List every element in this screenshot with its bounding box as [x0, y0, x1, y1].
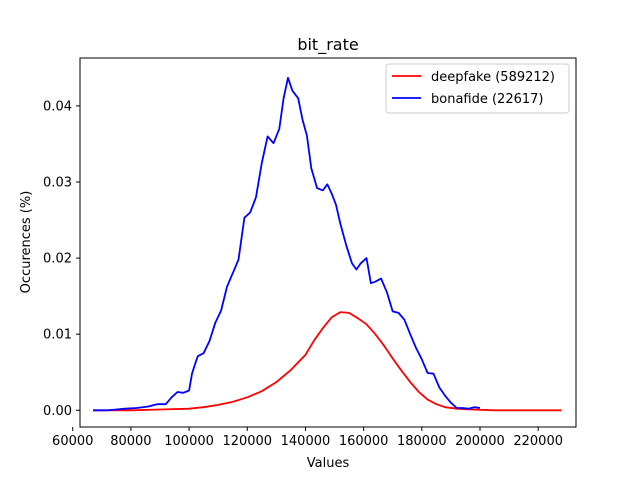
x-tick-label: 60000 — [52, 434, 93, 449]
legend: deepfake (589212) bonafide (22617) — [385, 63, 570, 114]
axis-ticks: 60000 80000 100000 120000 140000 160000 180000… — [43, 99, 563, 449]
chart-title: bit_rate — [297, 35, 358, 55]
x-tick-label: 140000 — [281, 434, 331, 449]
x-tick-label: 100000 — [164, 434, 214, 449]
x-tick-label: 180000 — [397, 434, 447, 449]
axes-frame — [79, 57, 577, 428]
plot-area — [93, 76, 562, 412]
x-tick-label: 120000 — [222, 434, 272, 449]
y-tick-label: 0.01 — [43, 328, 72, 343]
series-line-bonafide — [93, 76, 481, 412]
y-tick-label: 0.03 — [43, 176, 72, 191]
legend-label-bonafide: bonafide (22617) — [431, 92, 543, 107]
y-tick-label: 0.02 — [43, 252, 72, 267]
x-tick-label: 220000 — [513, 434, 563, 449]
x-tick-label: 80000 — [110, 434, 151, 449]
y-tick-label: 0.04 — [43, 99, 72, 114]
legend-label-deepfake: deepfake (589212) — [431, 70, 555, 85]
y-axis-label: Occurences (%) — [19, 191, 34, 294]
x-tick-label: 160000 — [339, 434, 389, 449]
y-tick-label: 0.00 — [43, 404, 72, 419]
legend-box — [385, 63, 570, 114]
x-tick-label: 200000 — [455, 434, 505, 449]
series-line-deepfake — [93, 311, 562, 412]
x-axis-label: Values — [307, 456, 350, 471]
